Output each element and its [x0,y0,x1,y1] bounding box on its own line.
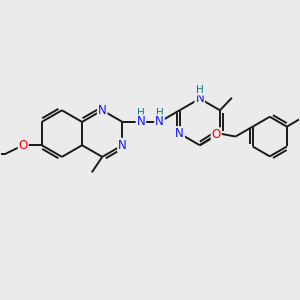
Text: O: O [212,128,221,141]
Text: N: N [155,116,164,128]
Text: H: H [137,108,145,118]
Text: H: H [196,85,204,95]
Text: H: H [156,108,163,118]
Text: N: N [118,139,127,152]
Text: O: O [19,139,28,152]
Text: N: N [195,92,204,105]
Text: N: N [175,127,184,140]
Text: N: N [136,116,145,128]
Text: N: N [98,104,106,117]
